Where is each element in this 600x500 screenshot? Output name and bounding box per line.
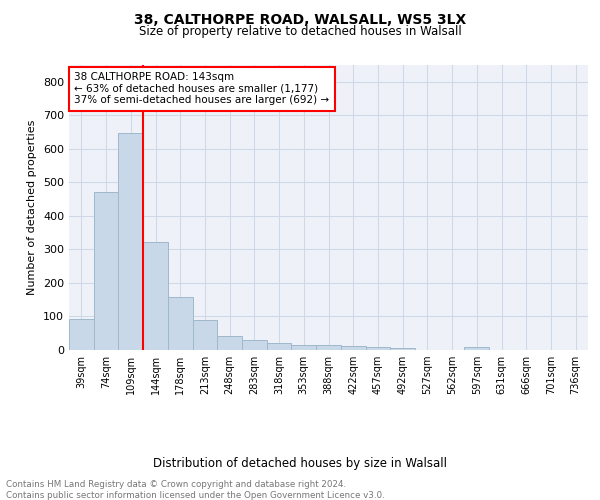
- Bar: [69, 319, 94, 350]
- Bar: [143, 242, 168, 350]
- Text: Size of property relative to detached houses in Walsall: Size of property relative to detached ho…: [139, 25, 461, 38]
- Bar: [365, 348, 390, 350]
- Bar: [341, 346, 365, 350]
- Bar: [168, 297, 193, 350]
- Bar: [316, 345, 341, 350]
- Bar: [390, 348, 415, 350]
- Bar: [292, 345, 316, 350]
- Bar: [267, 344, 292, 350]
- Bar: [242, 340, 267, 350]
- Bar: [217, 336, 242, 350]
- Y-axis label: Number of detached properties: Number of detached properties: [28, 120, 37, 295]
- Text: Contains HM Land Registry data © Crown copyright and database right 2024.
Contai: Contains HM Land Registry data © Crown c…: [6, 480, 385, 500]
- Text: 38 CALTHORPE ROAD: 143sqm
← 63% of detached houses are smaller (1,177)
37% of se: 38 CALTHORPE ROAD: 143sqm ← 63% of detac…: [74, 72, 329, 106]
- Bar: [118, 132, 143, 350]
- Text: Distribution of detached houses by size in Walsall: Distribution of detached houses by size …: [153, 458, 447, 470]
- Bar: [193, 320, 217, 350]
- Bar: [464, 348, 489, 350]
- Bar: [94, 192, 118, 350]
- Text: 38, CALTHORPE ROAD, WALSALL, WS5 3LX: 38, CALTHORPE ROAD, WALSALL, WS5 3LX: [134, 12, 466, 26]
